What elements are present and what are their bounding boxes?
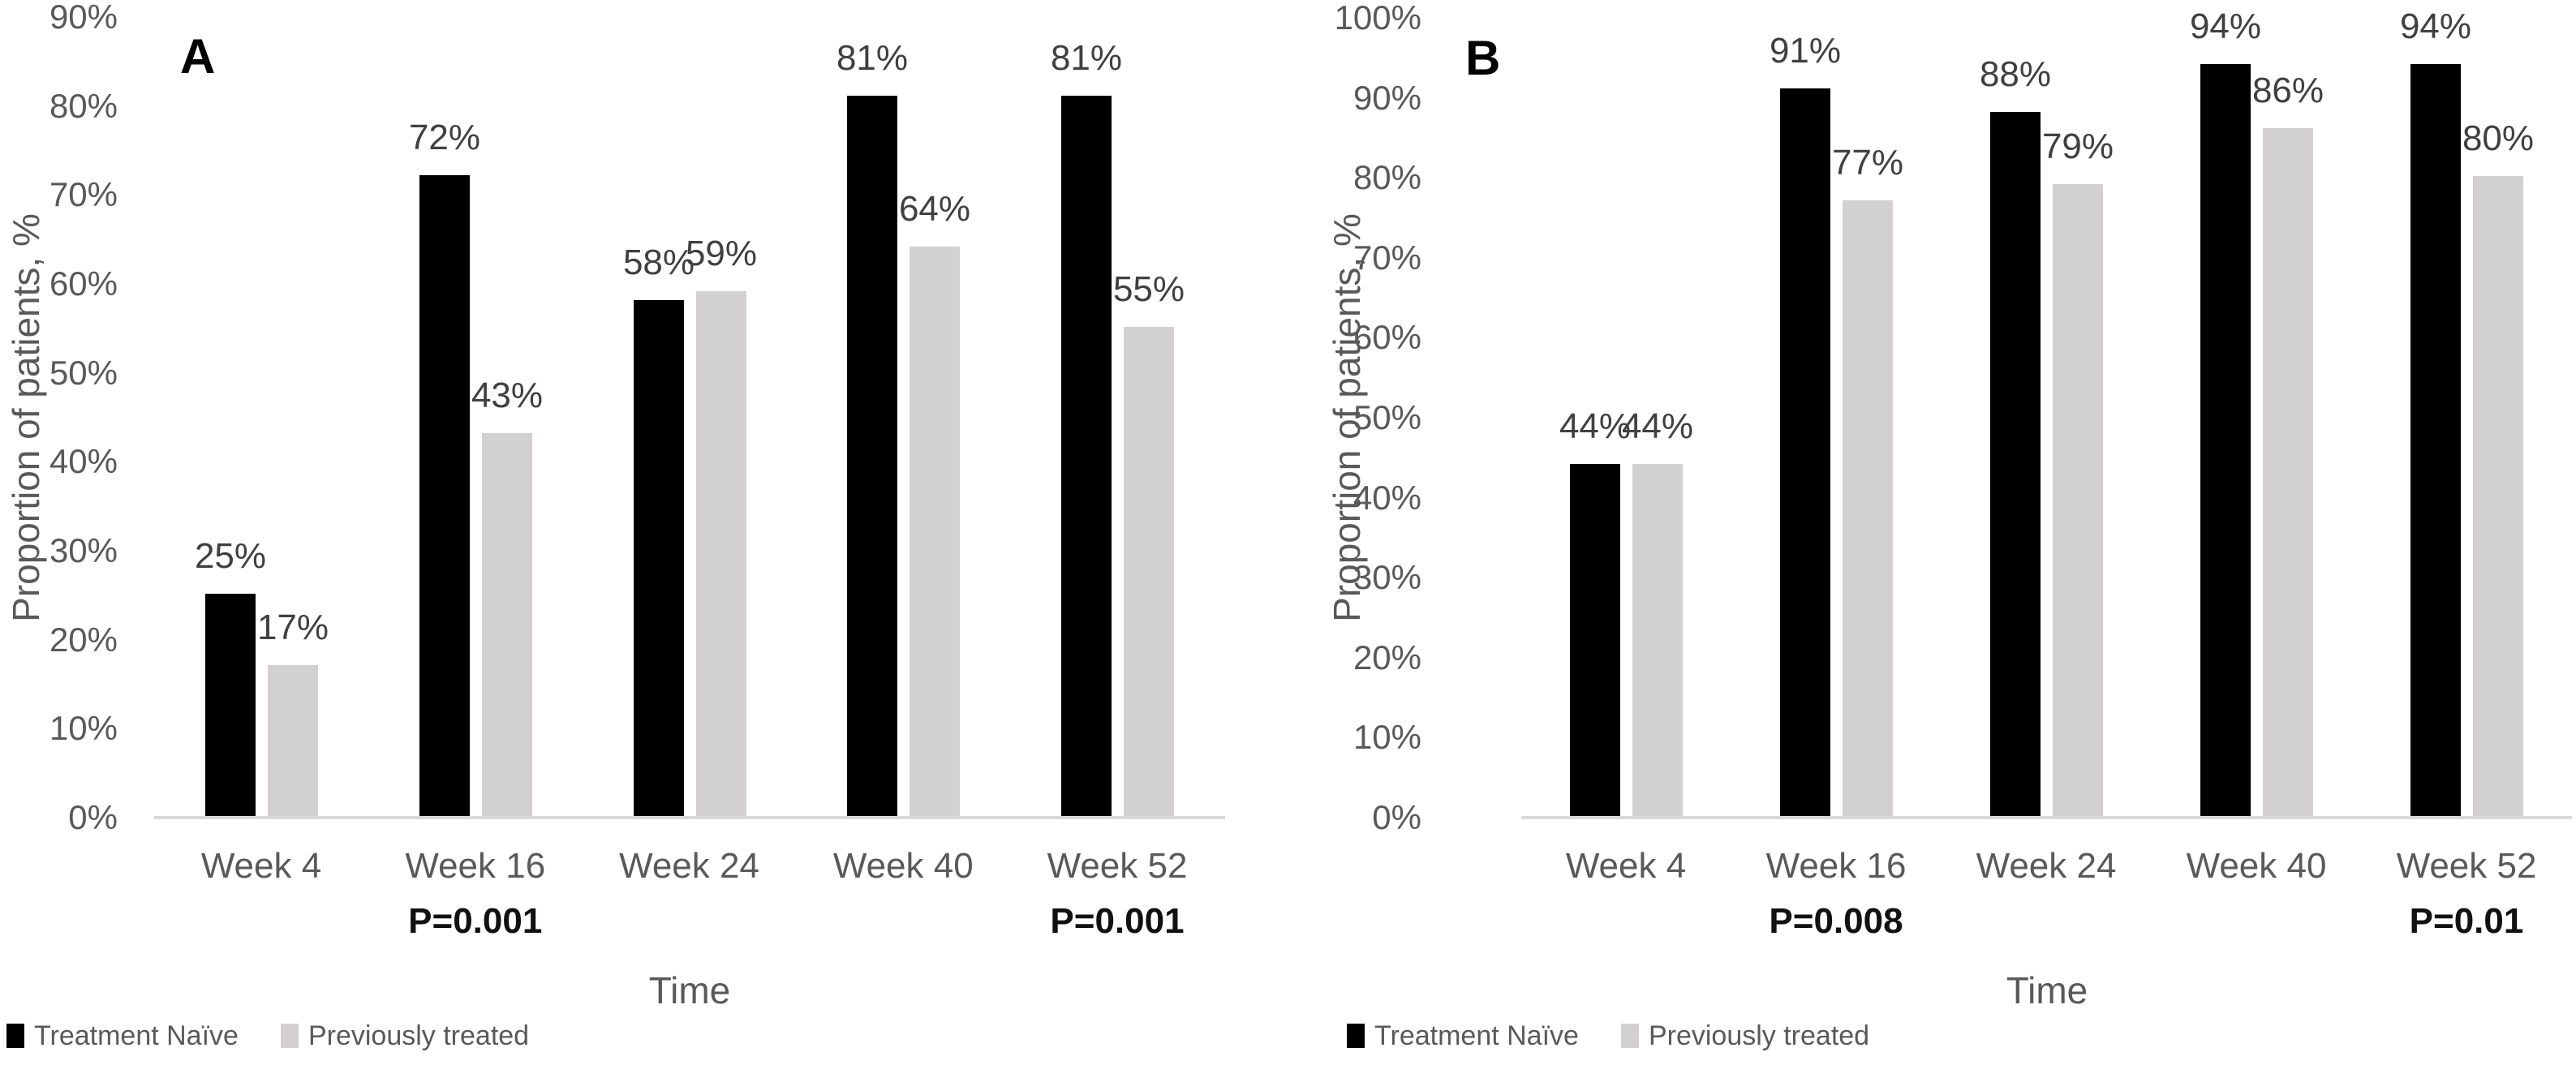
bar-previously-treated-week-24-a: [696, 291, 746, 816]
y-tick-label-a-20: 20%: [49, 620, 118, 659]
y-tick-label-b-30: 30%: [1353, 558, 1421, 597]
y-tick-label-a-60: 60%: [49, 264, 118, 303]
category-label-week-52-a: Week 52: [1047, 846, 1188, 886]
y-tick-label-b-20: 20%: [1353, 638, 1421, 676]
y-tick-label-a-70: 70%: [49, 175, 118, 214]
bar-previously-treated-week-52-a: [1124, 327, 1174, 816]
bar-data-label-previously-treated-week-52-b: 80%: [2462, 118, 2535, 158]
legend-item-previously-treated-b: Previously treated: [1620, 1020, 1870, 1051]
bar-treatment-na-ve-week-52-b: [2410, 64, 2461, 816]
y-tick-label-a-50: 50%: [49, 353, 118, 392]
bar-data-label-previously-treated-week-24-a: 59%: [685, 234, 758, 273]
bar-treatment-na-ve-week-40-b: [2200, 64, 2251, 816]
bar-treatment-na-ve-week-16-b: [1780, 88, 1830, 816]
bar-treatment-na-ve-week-24-a: [634, 300, 684, 816]
bar-previously-treated-week-4-b: [1632, 464, 1683, 816]
legend-item-treatment-naive-a: Treatment Naïve: [6, 1022, 239, 1050]
bar-data-label-treatment-na-ve-week-52-a: 81%: [1050, 38, 1123, 78]
category-label-week-40-a: Week 40: [832, 846, 974, 886]
legend-swatch-previously-treated-a: [280, 1024, 299, 1048]
legend-label-previously-treated-b: Previously treated: [1648, 1020, 1870, 1051]
category-label-week-4-b: Week 4: [1565, 846, 1687, 886]
y-tick-label-a-0: 0%: [68, 798, 118, 836]
bar-data-label-treatment-na-ve-week-52-b: 94%: [2399, 6, 2472, 46]
panel-label-a: A: [180, 29, 216, 84]
y-tick-label-b-90: 90%: [1353, 78, 1421, 117]
x-axis-title-a: Time: [648, 969, 731, 1011]
y-axis-title-a: Proportion of patients, %: [5, 213, 47, 622]
y-tick-label-a-10: 10%: [49, 709, 118, 748]
y-tick-label-a-40: 40%: [49, 442, 118, 481]
category-label-week-24-a: Week 24: [619, 846, 759, 886]
y-tick-label-a-90: 90%: [49, 0, 118, 36]
bar-data-label-previously-treated-week-16-b: 77%: [1831, 143, 1904, 183]
bar-data-label-treatment-na-ve-week-40-b: 94%: [2189, 6, 2262, 46]
bar-data-label-previously-treated-week-4-b: 44%: [1621, 406, 1694, 446]
y-tick-label-b-70: 70%: [1353, 238, 1421, 277]
y-tick-label-b-10: 10%: [1353, 718, 1421, 757]
bar-data-label-treatment-na-ve-week-4-b: 44%: [1559, 406, 1632, 446]
p-value-label-week-52-a: P=0.001: [1050, 901, 1185, 941]
y-tick-label-b-100: 100%: [1334, 0, 1421, 37]
bar-previously-treated-week-40-b: [2263, 128, 2313, 816]
legend-item-previously-treated-a: Previously treated: [280, 1020, 530, 1051]
bar-previously-treated-week-24-b: [2053, 184, 2103, 816]
y-tick-label-b-0: 0%: [1372, 798, 1421, 836]
bar-data-label-treatment-na-ve-week-16-b: 91%: [1769, 31, 1842, 71]
bar-data-label-previously-treated-week-4-a: 17%: [256, 608, 329, 647]
bar-data-label-treatment-na-ve-week-24-b: 88%: [1979, 54, 2052, 94]
legend-swatch-previously-treated-b: [1620, 1024, 1639, 1048]
bar-data-label-treatment-na-ve-week-16-a: 72%: [408, 118, 481, 157]
bar-treatment-na-ve-week-4-a: [205, 594, 256, 816]
y-tick-label-b-80: 80%: [1353, 158, 1421, 197]
legend-label-treatment-naive-b: Treatment Naïve: [1374, 1020, 1579, 1051]
bar-data-label-treatment-na-ve-week-40-a: 81%: [836, 38, 909, 78]
legend-a: Treatment Naïve Previously treated: [6, 1022, 529, 1050]
x-axis-line-b: [1521, 816, 2572, 819]
bar-data-label-previously-treated-week-16-a: 43%: [471, 376, 544, 415]
y-tick-label-a-30: 30%: [49, 531, 118, 569]
p-value-label-week-52-b: P=0.01: [2409, 901, 2524, 941]
legend-label-previously-treated-a: Previously treated: [307, 1020, 530, 1051]
category-label-week-16-a: Week 16: [405, 846, 546, 886]
p-value-label-week-16-b: P=0.008: [1769, 901, 1903, 941]
bar-data-label-treatment-na-ve-week-24-a: 58%: [622, 243, 695, 282]
x-axis-line-a: [154, 816, 1225, 819]
category-label-week-52-b: Week 52: [2396, 846, 2537, 886]
bar-data-label-previously-treated-week-40-b: 86%: [2251, 71, 2324, 110]
category-label-week-24-b: Week 24: [1976, 846, 2117, 886]
category-label-week-4-a: Week 4: [200, 846, 322, 886]
panel-label-b: B: [1465, 31, 1501, 85]
bar-treatment-na-ve-week-40-a: [847, 96, 897, 816]
y-tick-label-b-50: 50%: [1353, 398, 1421, 436]
p-value-label-week-16-a: P=0.001: [408, 901, 543, 941]
y-tick-label-b-40: 40%: [1353, 478, 1421, 517]
bar-treatment-na-ve-week-52-a: [1061, 96, 1112, 816]
category-label-week-16-b: Week 16: [1765, 846, 1907, 886]
bar-data-label-previously-treated-week-24-b: 79%: [2041, 127, 2114, 166]
legend-swatch-treatment-naive-b: [1347, 1024, 1365, 1048]
y-tick-label-b-60: 60%: [1353, 318, 1421, 357]
bar-data-label-previously-treated-week-52-a: 55%: [1112, 269, 1185, 309]
bar-treatment-na-ve-week-16-a: [419, 175, 470, 816]
bar-data-label-treatment-na-ve-week-4-a: 25%: [194, 536, 267, 576]
y-tick-label-a-80: 80%: [49, 86, 118, 125]
bar-previously-treated-week-16-b: [1843, 200, 1893, 816]
bar-previously-treated-week-40-a: [910, 247, 960, 816]
bar-treatment-na-ve-week-24-b: [1990, 112, 2041, 816]
bar-previously-treated-week-52-b: [2473, 176, 2523, 816]
x-axis-title-b: Time: [2006, 969, 2088, 1011]
legend-b: Treatment Naïve Previously treated: [1347, 1022, 1869, 1050]
category-label-week-40-b: Week 40: [2186, 846, 2327, 886]
legend-swatch-treatment-naive-a: [6, 1024, 24, 1048]
bar-previously-treated-week-4-a: [268, 665, 318, 816]
bar-previously-treated-week-16-a: [482, 433, 532, 816]
legend-item-treatment-naive-b: Treatment Naïve: [1347, 1022, 1579, 1050]
legend-label-treatment-naive-a: Treatment Naïve: [34, 1020, 239, 1051]
bar-treatment-na-ve-week-4-b: [1570, 464, 1620, 816]
bar-data-label-previously-treated-week-40-a: 64%: [898, 189, 971, 229]
